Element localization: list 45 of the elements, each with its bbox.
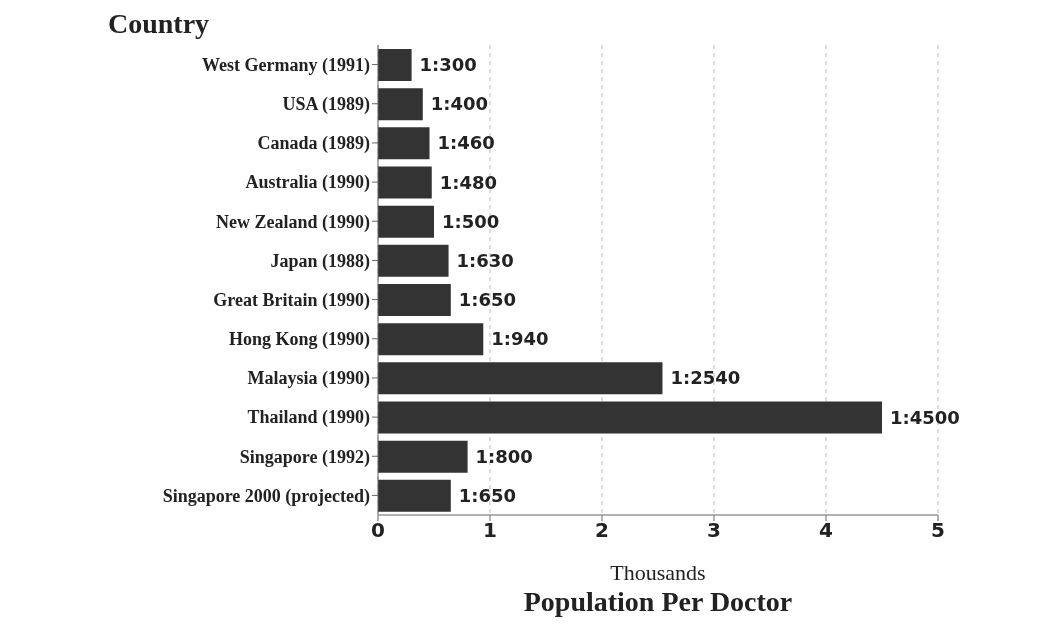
data-label: 1:630 (456, 249, 514, 271)
y-tick-label: Hong Kong (1990) (228, 329, 370, 351)
data-label: 1:2540 (670, 367, 741, 389)
data-label: 1:800 (475, 445, 533, 467)
x-tick-label: 5 (931, 518, 945, 543)
y-tick-label: Great Britain (1990) (213, 289, 370, 311)
bar (378, 49, 412, 81)
bar (378, 244, 449, 277)
data-label: 1:300 (419, 54, 477, 75)
y-tick-label: West Germany (1991) (202, 54, 370, 76)
bar (378, 440, 468, 473)
data-label: 1:650 (458, 484, 517, 506)
x-tick-label: 3 (707, 518, 721, 543)
bar (378, 127, 430, 160)
data-label: 1:940 (491, 328, 549, 350)
y-tick-label: Thailand (1990) (247, 407, 370, 429)
x-tick-label: 1 (483, 518, 497, 543)
data-label: 1:480 (439, 171, 498, 193)
text: Thousands (609, 560, 707, 586)
data-label: 1:400 (430, 93, 489, 115)
data-label: 1:650 (458, 289, 517, 310)
bar (378, 205, 434, 238)
y-tick-label: Japan (1988) (270, 250, 370, 272)
x-axis-title: Population Per Doctor (522, 586, 794, 618)
y-tick-label: USA (1989) (282, 94, 370, 116)
y-tick-label: Singapore 2000 (projected) (162, 485, 370, 507)
y-tick-label: Singapore (1992) (239, 446, 370, 468)
y-axis-title: Country (108, 8, 211, 40)
x-tick-label: 2 (595, 518, 609, 543)
y-tick-label: Malaysia (1990) (247, 368, 371, 390)
data-label: 1:4500 (890, 406, 960, 428)
x-tick-label: 4 (819, 518, 833, 543)
data-label: 1:500 (442, 210, 500, 232)
bar (378, 284, 451, 316)
y-tick-label: Canada (1989) (257, 133, 370, 155)
bar (378, 479, 451, 512)
y-tick-label: Australia (1990) (245, 172, 370, 194)
bar (378, 166, 432, 199)
bar (378, 88, 423, 121)
x-tick-label: 0 (371, 518, 385, 543)
bar (378, 362, 663, 395)
bar (378, 401, 882, 434)
bar (378, 323, 484, 356)
data-label: 1:460 (437, 132, 495, 154)
y-tick-label: New Zealand (1990) (216, 211, 370, 233)
